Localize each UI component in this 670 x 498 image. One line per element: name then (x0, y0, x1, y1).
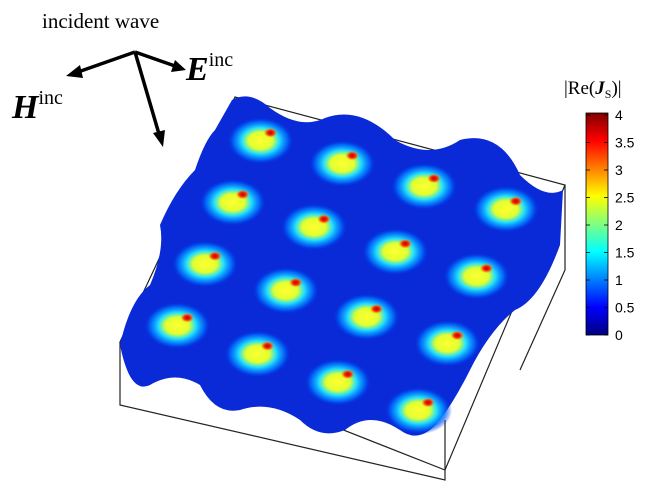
tick-label: 1 (615, 272, 623, 288)
surface-hotspot (427, 173, 441, 183)
annotation: incident wave (42, 9, 159, 33)
surface-highlight (361, 228, 429, 276)
surface-hotspot (208, 251, 222, 261)
tick-label: 1.5 (615, 245, 635, 261)
surface-hotspot (264, 128, 278, 138)
surface-hotspot (261, 341, 275, 351)
surface-hotspot (180, 313, 194, 323)
surface (120, 96, 563, 435)
figure: incident wave Hinc Einc |Re(JS)| 0 0.5 1 1.… (0, 0, 670, 498)
symbol: J (594, 78, 605, 99)
surface-highlight (199, 178, 267, 226)
surface-highlight (384, 386, 452, 434)
symbol: H (11, 89, 40, 126)
surface-hotspot (450, 330, 464, 340)
tick-label: 3.5 (615, 135, 635, 151)
colorbar-label: |Re(JS)| (564, 78, 622, 101)
surface-highlight (227, 117, 295, 165)
label-text: |Re( (564, 78, 595, 99)
surface-hotspot (341, 369, 355, 379)
arrow-head (153, 130, 165, 147)
surface-hotspot (480, 263, 494, 273)
tick-label: 0.5 (615, 300, 635, 316)
surface-hotspot (509, 196, 523, 206)
surface-highlight (472, 185, 540, 233)
surface-highlight (252, 266, 320, 314)
surface-hotspot (421, 397, 435, 407)
arrow (78, 52, 135, 72)
surface-hotspot (398, 239, 412, 249)
surface-hotspot (236, 189, 250, 199)
colorbar (586, 113, 608, 335)
field-label: Hinc (11, 87, 63, 126)
surface-hotspot (317, 214, 331, 224)
tick-label: 3 (615, 162, 623, 178)
subscript: S (605, 87, 612, 101)
arrow (135, 52, 175, 66)
surface-hotspot (370, 304, 384, 314)
surface-highlight (143, 302, 211, 350)
surface-highlight (443, 252, 511, 300)
arrow-head (171, 60, 186, 72)
surface-highlight (304, 358, 372, 406)
surface-highlight (280, 203, 348, 251)
surface-highlight (171, 240, 239, 288)
surface-highlight (308, 140, 376, 188)
surface-hotspot (289, 277, 303, 287)
arrow-head (66, 65, 83, 78)
arrow (135, 52, 159, 134)
superscript: inc (209, 49, 234, 71)
label-text: )| (611, 78, 621, 99)
surface-highlight (333, 293, 401, 341)
arrows (66, 52, 186, 147)
surface-highlight (413, 319, 481, 367)
surface-hotspot (345, 151, 359, 161)
field-label: Einc (185, 49, 233, 88)
symbol: E (185, 51, 209, 88)
surface-highlight (390, 162, 458, 210)
tick-label: 2 (615, 217, 623, 233)
superscript: inc (38, 87, 63, 109)
surface-highlight (224, 330, 292, 378)
tick-label: 2.5 (615, 190, 635, 206)
tick-label: 4 (615, 107, 623, 123)
tick-label: 0 (615, 327, 623, 343)
